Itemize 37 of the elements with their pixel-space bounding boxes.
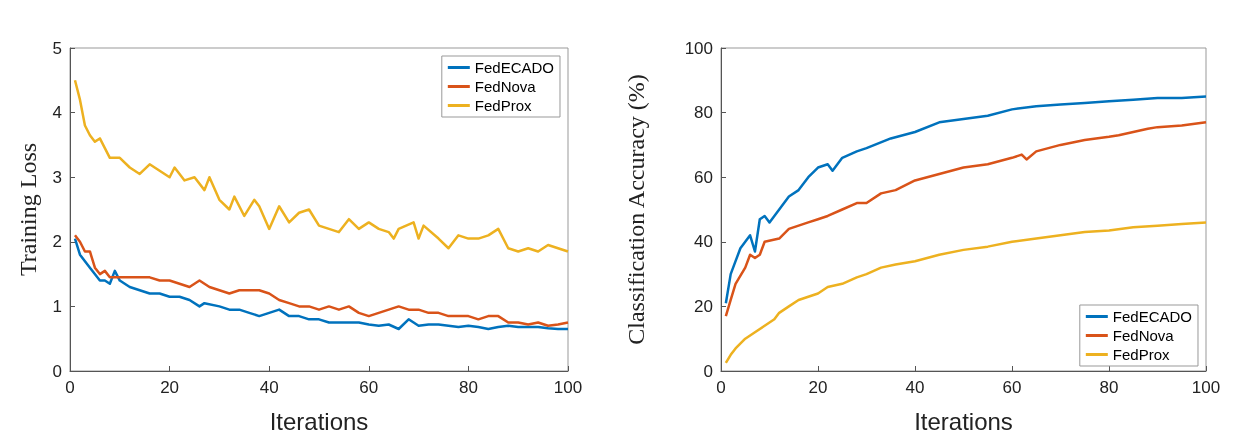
y-tick-label: 5 <box>52 38 62 58</box>
line-series <box>724 95 1208 305</box>
y-tick-label: 80 <box>694 103 713 123</box>
y-tick-label: 4 <box>52 103 62 123</box>
x-tick-label: 60 <box>1002 378 1022 397</box>
y-tick-label: 3 <box>52 167 62 187</box>
y-tick-label: 0 <box>703 361 713 381</box>
legend-label: FedECADO <box>474 59 555 76</box>
legend-label: FedECADO <box>1112 308 1193 325</box>
x-tick-label: 60 <box>359 378 379 397</box>
line-series <box>73 79 570 253</box>
x-tick-label: 80 <box>1099 378 1119 397</box>
legend-label: FedProx <box>1112 346 1170 363</box>
x-tick-label: 40 <box>259 378 279 397</box>
y-tick-label: 1 <box>52 296 62 316</box>
y-tick-label: 40 <box>694 232 713 252</box>
x-tick-label: 0 <box>65 378 75 397</box>
y-axis-title: Classification Accuracy (%) <box>623 74 649 345</box>
y-tick-label: 2 <box>52 232 62 252</box>
y-tick-label: 100 <box>684 38 713 58</box>
x-axis-title: Iterations <box>269 407 369 435</box>
x-tick-label: 20 <box>808 378 828 397</box>
x-tick-label: 100 <box>553 378 583 397</box>
x-tick-label: 100 <box>1191 378 1221 397</box>
legend-label: FedNova <box>474 78 537 95</box>
x-axis-title: Iterations <box>914 407 1013 435</box>
y-tick-label: 20 <box>694 296 713 316</box>
y-tick-label: 0 <box>52 361 62 381</box>
x-tick-label: 40 <box>905 378 925 397</box>
y-axis-title: Training Loss <box>15 142 41 277</box>
x-tick-label: 20 <box>160 378 180 397</box>
x-tick-label: 0 <box>716 378 726 397</box>
y-tick-label: 60 <box>694 167 713 187</box>
legend-label: FedNova <box>1112 327 1175 344</box>
x-tick-label: 80 <box>458 378 478 397</box>
line-series <box>724 221 1208 365</box>
legend-label: FedProx <box>474 97 532 114</box>
